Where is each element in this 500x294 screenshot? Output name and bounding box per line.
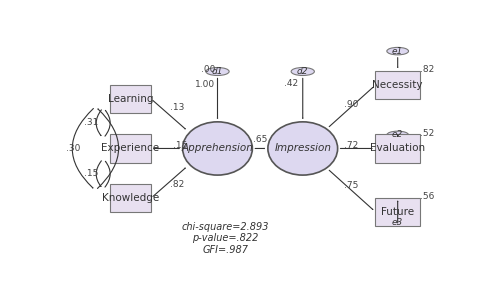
Text: Knowledge: Knowledge (102, 193, 159, 203)
Text: e2: e2 (392, 130, 404, 139)
Text: Necessity: Necessity (372, 80, 423, 90)
Text: .90: .90 (344, 100, 358, 109)
FancyBboxPatch shape (110, 184, 150, 213)
Ellipse shape (182, 122, 252, 175)
Text: .75: .75 (344, 181, 358, 190)
FancyBboxPatch shape (110, 134, 150, 163)
Ellipse shape (268, 122, 338, 175)
Text: .56: .56 (420, 192, 434, 201)
Text: e1: e1 (392, 47, 404, 56)
FancyBboxPatch shape (376, 198, 420, 226)
Text: Apprehension: Apprehension (182, 143, 254, 153)
FancyBboxPatch shape (110, 84, 150, 113)
Text: .13: .13 (170, 103, 184, 112)
Text: .15: .15 (174, 141, 188, 150)
Text: .00: .00 (200, 65, 215, 74)
Text: Future: Future (381, 207, 414, 217)
Text: d1: d1 (212, 67, 223, 76)
Text: .30: .30 (66, 144, 80, 153)
Text: .82: .82 (170, 180, 184, 189)
Text: .52: .52 (420, 129, 434, 138)
Text: 1.00: 1.00 (195, 80, 215, 89)
Text: Learning: Learning (108, 94, 153, 104)
Ellipse shape (387, 47, 408, 55)
Text: .65: .65 (253, 135, 268, 144)
Text: d2: d2 (297, 67, 308, 76)
Text: .31: .31 (84, 118, 99, 127)
Ellipse shape (387, 218, 408, 226)
Ellipse shape (387, 131, 408, 138)
FancyBboxPatch shape (376, 134, 420, 163)
Text: Experience: Experience (101, 143, 160, 153)
Ellipse shape (206, 68, 229, 76)
Text: .82: .82 (420, 65, 434, 74)
Text: Evaluation: Evaluation (370, 143, 425, 153)
Text: Impression: Impression (274, 143, 331, 153)
FancyBboxPatch shape (376, 71, 420, 99)
Text: e3: e3 (392, 218, 404, 227)
Text: chi-square=2.893
p-value=.822
GFI=.987: chi-square=2.893 p-value=.822 GFI=.987 (182, 222, 269, 255)
Text: .15: .15 (84, 169, 99, 178)
Ellipse shape (291, 68, 314, 76)
Text: .72: .72 (344, 141, 358, 150)
Text: .42: .42 (284, 79, 298, 88)
